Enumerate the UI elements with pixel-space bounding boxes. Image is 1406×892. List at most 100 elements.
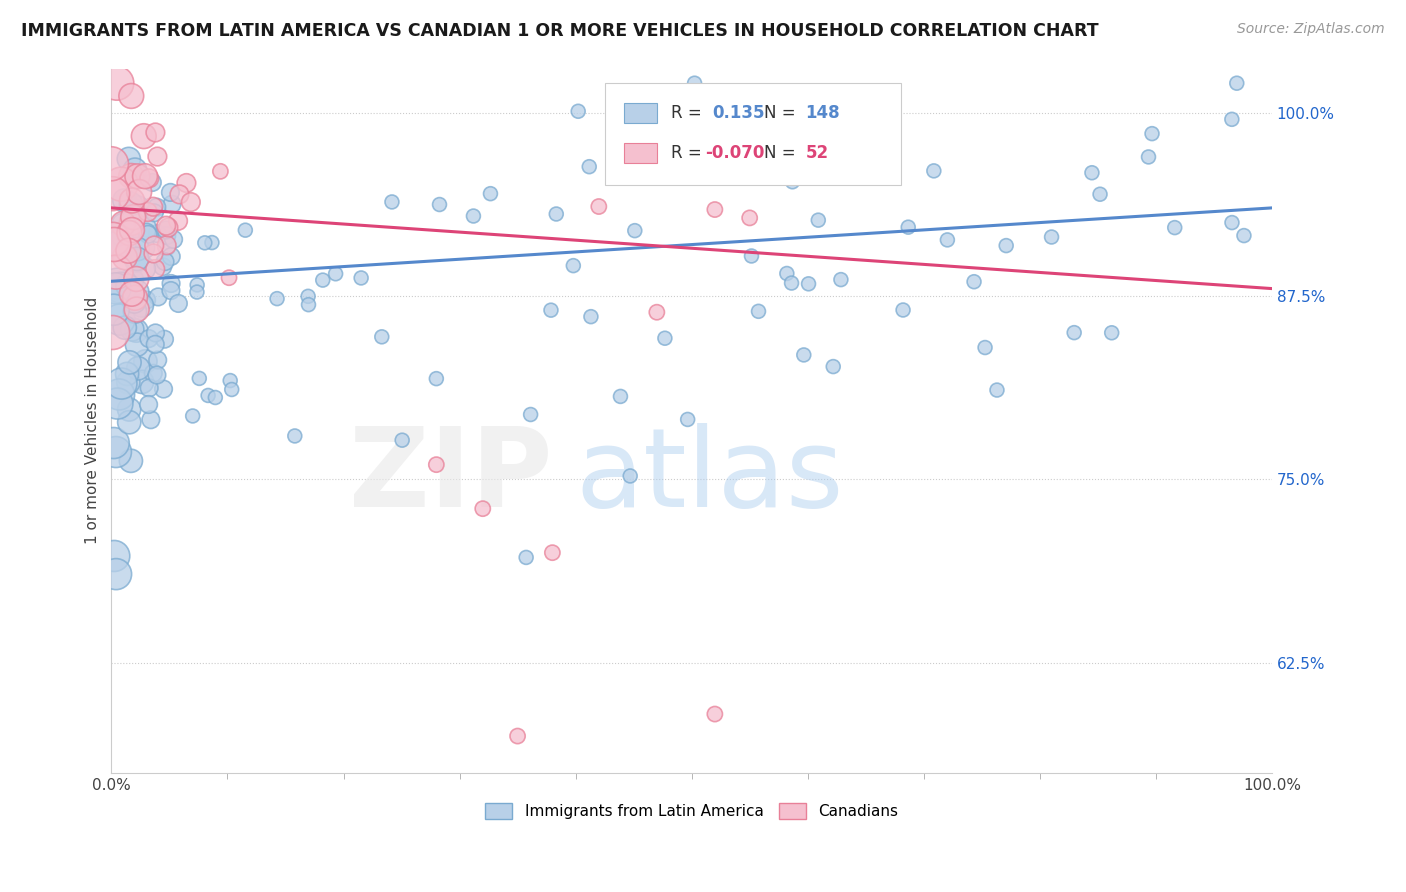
Point [125,253,148,268]
Bar [624,144,657,163]
Point [312,273,335,287]
Point [157,220,180,235]
Point [125,302,148,317]
Point [1081,166,1104,180]
Point [138,397,160,411]
Point [128,185,150,199]
Point [793,348,815,362]
Point [153,332,176,346]
Point [391,433,413,447]
Point [136,227,159,242]
Point [471,501,494,516]
Point [121,223,143,237]
Point [160,284,183,298]
Point [105,277,128,291]
Point [219,374,242,388]
Text: R =: R = [671,144,707,162]
Point [578,160,600,174]
Point [176,176,198,190]
Point [740,249,762,263]
Point [1101,326,1123,340]
Point [115,367,138,381]
Point [143,337,166,351]
Text: N =: N = [763,103,800,122]
Point [142,366,165,380]
Point [118,402,141,417]
Point [121,273,143,287]
Point [114,250,136,264]
Point [186,285,208,299]
Point [121,194,143,208]
Point [105,567,128,582]
Point [579,310,602,324]
Point [425,371,447,385]
Point [153,254,176,268]
Point [201,235,224,250]
Point [797,277,820,291]
Legend: Immigrants from Latin America, Canadians: Immigrants from Latin America, Canadians [479,797,904,825]
Point [1220,216,1243,230]
Point [541,546,564,560]
Point [124,162,146,177]
Point [995,238,1018,252]
Point [738,211,761,225]
Text: -0.070: -0.070 [706,144,765,162]
Point [546,207,568,221]
Point [101,186,124,201]
Point [1233,228,1256,243]
Point [135,225,157,239]
Point [103,549,125,563]
Point [125,337,148,351]
Point [479,186,502,201]
Text: N =: N = [763,144,800,162]
Point [143,262,166,277]
Point [160,197,183,211]
Point [169,187,191,202]
Point [540,303,562,318]
Point [156,238,179,252]
Point [104,281,127,295]
Point [381,194,404,209]
Point [1137,150,1160,164]
Text: 0.135: 0.135 [713,103,765,122]
Point [218,270,240,285]
Point [131,375,153,389]
Point [325,267,347,281]
Point [619,469,641,483]
Point [127,201,149,215]
Point [146,227,169,241]
Point [138,171,160,186]
Point [350,271,373,285]
Point [127,252,149,266]
Point [162,232,184,246]
Point [156,228,179,243]
Point [103,237,125,252]
Point [117,376,139,390]
Point [515,550,537,565]
Point [136,205,159,219]
Point [463,209,485,223]
Point [127,169,149,184]
Point [1220,112,1243,127]
Point [807,213,830,227]
Point [132,261,155,276]
Point [160,250,183,264]
Point [562,259,585,273]
Point [141,176,163,190]
Point [167,296,190,310]
Point [124,304,146,318]
Point [120,169,142,183]
Point [567,104,589,119]
Point [110,177,132,191]
Point [146,149,169,163]
Point [142,246,165,260]
Point [747,304,769,318]
Point [146,200,169,214]
Point [703,202,725,217]
Point [204,391,226,405]
Point [145,126,167,140]
Point [297,289,319,303]
Point [194,235,217,250]
Point [135,293,157,307]
Point [152,382,174,396]
